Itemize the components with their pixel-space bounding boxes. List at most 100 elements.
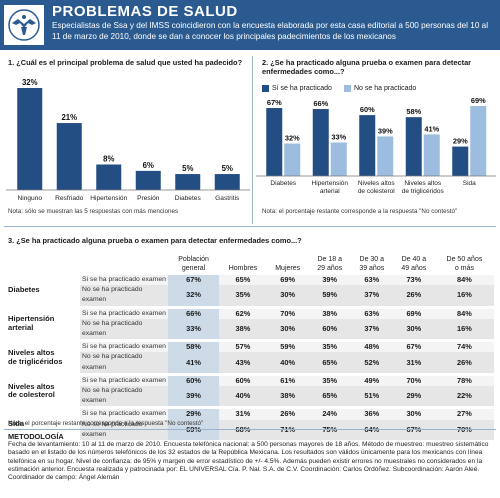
chart2-bar-no xyxy=(470,106,487,176)
table-cell: 65% xyxy=(308,386,351,407)
chart1-bar xyxy=(175,174,201,190)
table-cell: 60% xyxy=(219,375,267,387)
chart2-question: 2. ¿Se ha practicado alguna prueba o exa… xyxy=(262,58,472,76)
table-cell: 60% xyxy=(308,318,351,340)
page-subtitle: Especialistas de Ssa y del IMSS coincidi… xyxy=(52,21,489,41)
chart2-bar-no xyxy=(377,136,394,176)
table-cell: 51% xyxy=(350,386,393,407)
table-row: Niveles altos de triglicéridos Si se ha pr… xyxy=(6,342,494,365)
newspaper-eagle-logo-icon xyxy=(4,5,44,45)
chart1-bar xyxy=(135,170,161,190)
table-spacer-cell xyxy=(6,339,494,343)
chart1-question: 1. ¿Cuál es el principal problema de sal… xyxy=(8,58,243,67)
chart2-category-label: Sida xyxy=(463,180,476,187)
table-row-label: No se ha practicado examen xyxy=(80,285,168,306)
chart1-data-label: 5% xyxy=(182,164,193,173)
chart2-category-label: Niveles altos xyxy=(404,180,442,187)
chart1-category-label: Diabetes xyxy=(175,195,202,202)
table-row: No se ha practicado examen 33% 38% 30% 60% 37… xyxy=(6,318,494,340)
table-column-header: De 30 a 39 años xyxy=(359,256,385,272)
table-group-label: Niveles altos de colesterol xyxy=(8,381,55,400)
chart2-grouped-bar-chart: 67% 32% Diabetes 66% 33% Hipertensiónarterial… xyxy=(256,96,496,195)
table-column-header: De 40 a 49 años xyxy=(401,256,427,272)
table-row-label: Si se ha practicado examen xyxy=(80,375,168,387)
survey-results-table: Población general Hombres Mujeres De 18 a 29 … xyxy=(6,251,494,441)
table-cell: 30% xyxy=(392,409,435,420)
table-cell: 33% xyxy=(168,318,220,340)
table-group-label: Niveles altos de triglicéridos xyxy=(8,348,63,366)
table-column-header: Población general xyxy=(178,256,209,272)
table-cell: 35% xyxy=(219,285,267,306)
table-cell: 38% xyxy=(266,386,309,407)
table-cell: 39% xyxy=(308,275,351,286)
table-column-header: De 50 años o más xyxy=(446,256,483,272)
chart2-data-label: 29% xyxy=(453,137,468,146)
table-cell: 62% xyxy=(219,308,267,319)
table-cell: 67% xyxy=(392,342,435,353)
table-cell: 66% xyxy=(168,308,220,319)
chart1-bar xyxy=(214,174,240,190)
table-cell: 29% xyxy=(168,409,220,420)
table-spacer-cell xyxy=(6,372,494,376)
table-group-label: Hipertensión arterial xyxy=(8,314,55,332)
table-cell: 38% xyxy=(219,318,267,340)
table-cell: 48% xyxy=(350,342,393,353)
chart2-data-label: 58% xyxy=(406,107,421,116)
chart2-bar-yes xyxy=(359,115,376,176)
chart2-category-label: Diabetes xyxy=(270,180,296,187)
table-cell: 84% xyxy=(434,308,494,319)
table-cell: 31% xyxy=(219,409,267,420)
table-cell: 70% xyxy=(392,375,435,387)
methodology-title: METODOLOGÍA xyxy=(8,432,64,441)
chart1-category-label: Hipertensión xyxy=(90,195,127,202)
legend-yes-swatch xyxy=(262,85,269,92)
table-cell: 26% xyxy=(266,409,309,420)
chart1-data-label: 32% xyxy=(22,78,38,87)
table-cell: 69% xyxy=(392,308,435,319)
table-cell: 30% xyxy=(266,285,309,306)
table-cell: 37% xyxy=(350,285,393,306)
chart1-bar-chart: 32% Ninguno 21% Resfriado 8% Hipertensión 6% Pr… xyxy=(6,78,250,202)
chart2-bar-no xyxy=(330,142,347,176)
table-cell: 84% xyxy=(434,275,494,286)
chart2-bar-yes xyxy=(452,146,469,176)
legend-no-label: No se ha practicado xyxy=(354,85,417,92)
table-cell: 40% xyxy=(219,386,267,407)
table-cell: 40% xyxy=(266,352,309,373)
table-cell: 16% xyxy=(434,318,494,340)
chart2-bar-no xyxy=(423,134,440,176)
horizontal-divider-bottom xyxy=(4,429,496,430)
table-cell: 26% xyxy=(434,352,494,373)
table-cell: 16% xyxy=(434,285,494,306)
vertical-divider xyxy=(252,56,253,224)
chart2-category-label: de colesterol xyxy=(358,188,395,195)
chart2-category-label: arterial xyxy=(320,188,340,195)
table-cell: 30% xyxy=(392,318,435,340)
table-spacer-cell xyxy=(6,305,494,309)
table-header-blank xyxy=(6,251,168,275)
table-cell: 70% xyxy=(266,308,309,319)
table-cell: 65% xyxy=(219,275,267,286)
table-group-label: Diabetes xyxy=(8,285,40,295)
table-row-label: Si se ha practicado examen xyxy=(80,275,168,286)
chart1-data-label: 6% xyxy=(143,161,154,170)
table-cell: 73% xyxy=(392,275,435,286)
legend-yes-label: Sí se ha practicado xyxy=(272,85,332,92)
table-cell: 35% xyxy=(308,342,351,353)
chart2-data-label: 39% xyxy=(378,126,393,135)
table-cell: 38% xyxy=(308,308,351,319)
table-cell: 30% xyxy=(266,318,309,340)
chart2-legend-yes: Sí se ha practicado xyxy=(262,85,332,92)
chart1-category-label: Gastritis xyxy=(215,195,240,202)
table3-note: Nota: el porcentaje restante corresponde… xyxy=(8,420,204,427)
chart1-category-label: Presión xyxy=(137,195,160,202)
chart2-data-label: 33% xyxy=(331,133,346,142)
table-cell: 65% xyxy=(308,352,351,373)
table-cell: 52% xyxy=(350,352,393,373)
chart1-category-label: Ninguno xyxy=(17,195,42,202)
table-row-label: Si se ha practicado examen xyxy=(80,409,168,420)
chart1-note: Nota: sólo se muestran las 5 respuestas … xyxy=(8,208,179,215)
chart1-bar xyxy=(96,164,122,190)
table-row: No se ha practicado examen 39% 40% 38% 65% 51… xyxy=(6,386,494,407)
table-cell: 29% xyxy=(392,386,435,407)
